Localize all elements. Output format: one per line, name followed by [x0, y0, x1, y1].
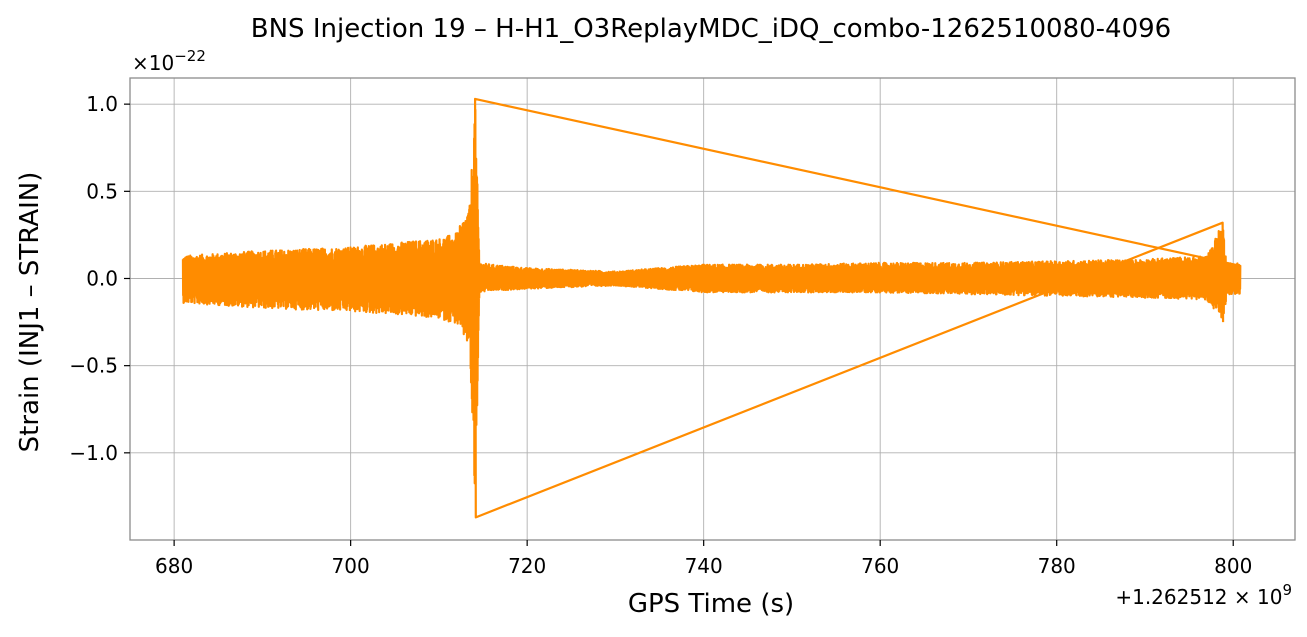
series-layer — [181, 97, 1242, 519]
strain-series-line — [181, 97, 1242, 519]
x-tick-label: 720 — [508, 554, 546, 578]
x-offset-label: +1.262512 × 109 — [1115, 581, 1292, 609]
y-axis-label: Strain (INJ1 – STRAIN) — [15, 172, 45, 453]
x-tick-label: 800 — [1214, 554, 1252, 578]
y-tick-label: 0.5 — [86, 179, 118, 203]
y-tick-label: −1.0 — [69, 441, 118, 465]
y-tick-label: −0.5 — [69, 354, 118, 378]
x-axis-label: GPS Time (s) — [628, 589, 794, 619]
x-tick-label: 780 — [1038, 554, 1076, 578]
x-tick-label: 760 — [861, 554, 899, 578]
y-tick-label: 0.0 — [86, 266, 118, 290]
plot-frame — [129, 77, 1296, 541]
x-tick-label: 680 — [155, 554, 193, 578]
tick-layer: 680 700 720 740 760 780 800 1.0 0.5 0.0 −0.5 −1.0 — [69, 92, 1252, 578]
y-scale-label: ×10−22 — [132, 47, 206, 75]
y-tick-label: 1.0 — [86, 92, 118, 116]
x-tick-label: 740 — [685, 554, 723, 578]
x-tick-label: 700 — [332, 554, 370, 578]
chart-title: BNS Injection 19 – H-H1_O3ReplayMDC_iDQ_… — [251, 14, 1171, 44]
